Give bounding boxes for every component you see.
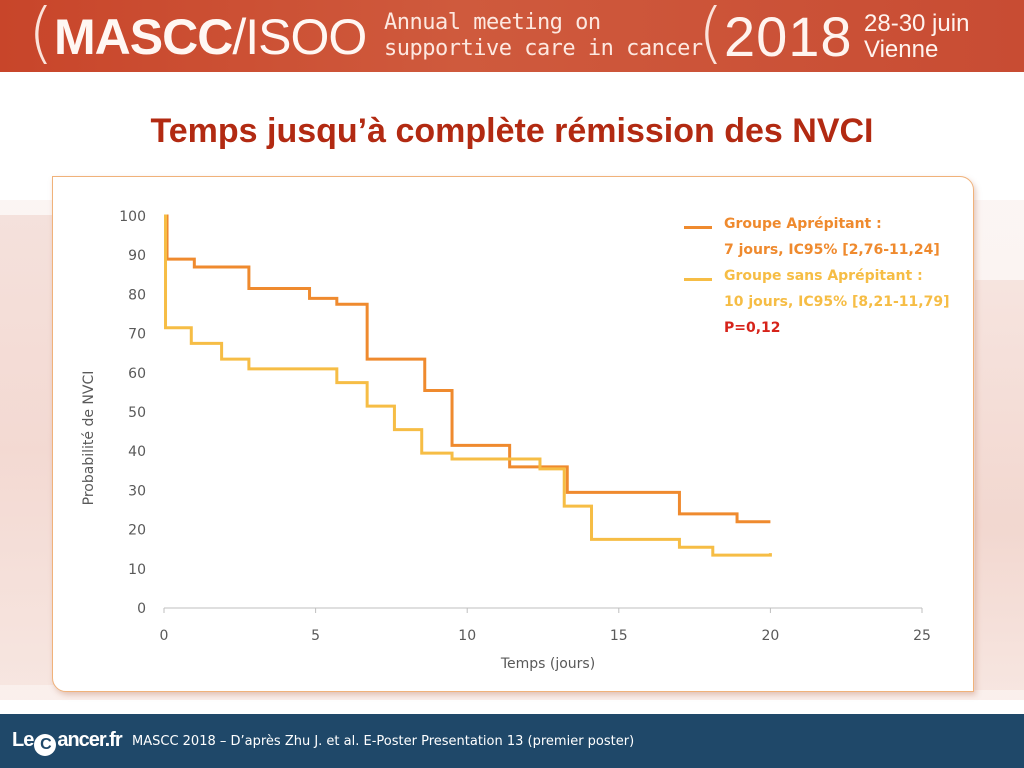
y-tick-label: 100	[119, 209, 146, 225]
banner-paren-left: (	[28, 0, 54, 71]
logo-prefix: Le	[12, 729, 34, 751]
banner-paren-right: (	[698, 0, 724, 71]
banner-year: 2018	[724, 5, 853, 68]
legend-detail-sans-aprepitant: 10 jours, IC95% [8,21-11,79]	[724, 294, 950, 310]
chart-series	[164, 214, 772, 557]
x-tick-label: 5	[311, 628, 320, 644]
y-tick-label: 60	[128, 366, 146, 382]
chart-panel	[52, 176, 974, 692]
y-tick-label: 50	[128, 405, 146, 421]
logo-c-icon: C	[34, 734, 57, 756]
y-tick-label: 0	[137, 601, 146, 617]
x-tick-label: 25	[913, 628, 931, 644]
slide-title: Temps jusqu’à complète rémission des NVC…	[150, 112, 874, 150]
y-tick-label: 40	[128, 444, 146, 460]
banner-subtitle-line2: supportive care in cancer	[384, 36, 703, 61]
series-line-aprepitant	[164, 214, 771, 524]
background-building-right	[975, 280, 1024, 690]
banner-subtitle-line1: Annual meeting on	[384, 10, 601, 35]
y-tick-label: 90	[128, 248, 146, 264]
legend-swatch-aprepitant	[684, 226, 712, 229]
x-tick-label: 20	[761, 628, 779, 644]
y-tick-label: 70	[128, 327, 146, 343]
banner-dates: 28-30 juin	[864, 10, 970, 37]
y-axis-label: Probabilité de NVCI	[81, 371, 97, 506]
x-axis-label: Temps (jours)	[500, 656, 595, 672]
y-tick-label: 80	[128, 287, 146, 303]
y-tick-label: 30	[128, 483, 146, 499]
legend-swatch-sans-aprepitant	[684, 278, 712, 281]
y-tick-label: 10	[128, 562, 146, 578]
background-building-left	[0, 215, 55, 685]
chart-ticks: 0 5 10 15 20 25 0 10 20 30 40 50 60 70 80 90 100	[119, 209, 931, 644]
banner-org-thin: /ISOO	[232, 9, 367, 65]
series-line-sans-aprepitant	[164, 214, 772, 557]
legend-label-aprepitant: Groupe Aprépitant :	[724, 216, 882, 232]
x-tick-label: 10	[458, 628, 476, 644]
p-value-annotation: P=0,12	[724, 320, 781, 336]
banner-city: Vienne	[864, 36, 939, 63]
y-tick-label: 20	[128, 523, 146, 539]
logo-suffix: ancer.fr	[57, 729, 122, 751]
footer-citation: MASCC 2018 – D’après Zhu J. et al. E-Pos…	[132, 734, 635, 749]
x-tick-label: 0	[160, 628, 169, 644]
x-tick-label: 15	[610, 628, 628, 644]
legend-detail-aprepitant: 7 jours, IC95% [2,76-11,24]	[724, 242, 940, 258]
legend-label-sans-aprepitant: Groupe sans Aprépitant :	[724, 268, 923, 284]
banner-org-bold: MASCC	[54, 9, 233, 65]
conference-banner: ( MASCC/ISOO Annual meeting on supportiv…	[0, 0, 1024, 72]
banner-org: MASCC/ISOO	[54, 8, 367, 66]
